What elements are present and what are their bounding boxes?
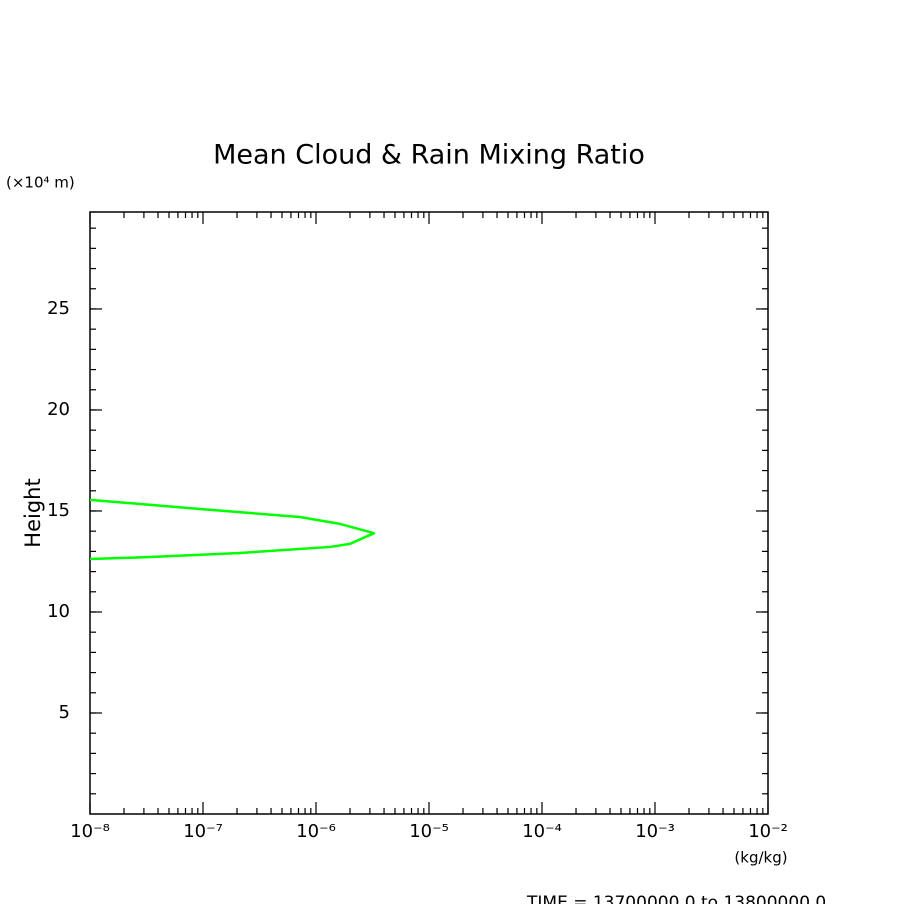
y-unit-label: (×10⁴ m): [6, 174, 75, 192]
x-tick-label: 10⁻⁷: [183, 821, 223, 842]
data-line: [89, 498, 376, 561]
y-tick-label: 25: [47, 298, 70, 319]
chart-title: Mean Cloud & Rain Mixing Ratio: [213, 140, 645, 171]
y-tick-label: 20: [47, 399, 70, 420]
x-unit-label: (kg/kg): [734, 849, 787, 867]
x-tick-label: 10⁻³: [635, 821, 675, 842]
y-tick-label: 10: [47, 601, 70, 622]
y-tick-label: 15: [47, 500, 70, 521]
x-tick-label: 10⁻⁵: [409, 821, 449, 842]
footer: TIME = 13700000.0 to 13800000.0: [526, 893, 826, 904]
y-axis-label: Height: [21, 478, 45, 547]
x-tick-label: 10⁻²: [748, 821, 788, 842]
y-tick-label: 5: [59, 702, 70, 723]
x-tick-label: 10⁻⁴: [522, 821, 562, 842]
x-tick-label: 10⁻⁸: [70, 821, 110, 842]
plot-frame: [89, 211, 769, 815]
x-tick-label: 10⁻⁶: [296, 821, 336, 842]
